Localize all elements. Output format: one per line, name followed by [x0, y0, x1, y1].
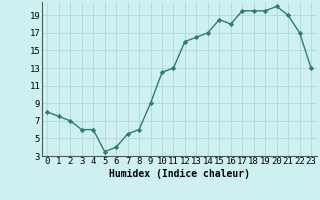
- X-axis label: Humidex (Indice chaleur): Humidex (Indice chaleur): [109, 169, 250, 179]
